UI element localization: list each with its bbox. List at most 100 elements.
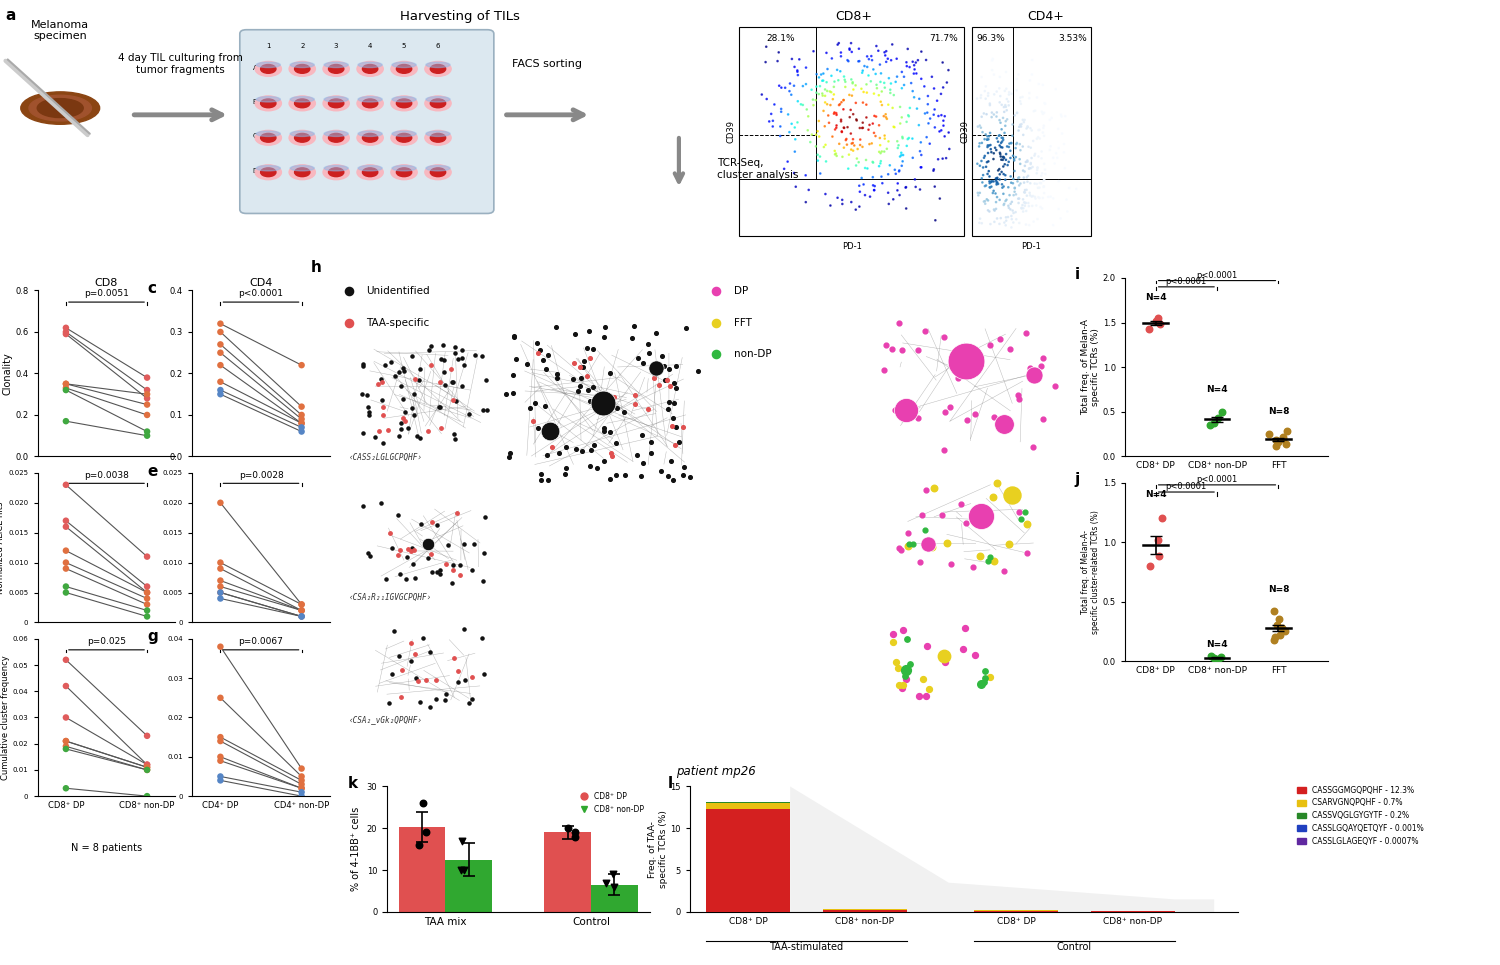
Point: [657, 401, 681, 417]
Point: [804, 67, 828, 82]
Point: [209, 769, 232, 785]
Point: [974, 663, 998, 678]
Point: [978, 179, 1002, 195]
Point: [994, 213, 1018, 229]
Point: [840, 44, 864, 60]
Point: [54, 413, 78, 428]
Point: [830, 114, 854, 129]
Point: [758, 114, 782, 129]
Text: k: k: [348, 777, 357, 791]
Point: [518, 400, 542, 415]
Point: [900, 131, 924, 147]
Point: [135, 759, 159, 775]
Point: [765, 53, 789, 69]
Point: [1019, 360, 1042, 375]
Point: [831, 149, 855, 164]
Point: [884, 166, 908, 181]
Point: [1005, 174, 1029, 189]
Point: [982, 146, 1006, 161]
Point: [654, 372, 678, 388]
Point: [1026, 129, 1050, 145]
Point: [847, 178, 871, 193]
Point: [1028, 190, 1051, 206]
Point: [978, 125, 1002, 141]
Point: [1263, 632, 1287, 648]
Point: [978, 174, 1002, 189]
Point: [790, 78, 814, 94]
Point: [568, 360, 592, 375]
Text: a: a: [6, 8, 16, 23]
Point: [503, 328, 526, 344]
Point: [956, 412, 980, 427]
Point: [460, 669, 484, 684]
Text: 96.3%: 96.3%: [976, 34, 1005, 42]
Point: [546, 367, 570, 382]
Point: [1017, 160, 1041, 176]
Point: [393, 413, 417, 428]
Point: [968, 211, 992, 227]
Point: [945, 371, 969, 386]
Ellipse shape: [396, 65, 411, 73]
Point: [1019, 121, 1042, 136]
Point: [996, 97, 1020, 113]
Point: [1024, 177, 1048, 192]
Point: [420, 565, 444, 580]
Point: [1032, 121, 1056, 136]
Point: [822, 105, 846, 121]
Point: [1002, 152, 1026, 167]
Ellipse shape: [363, 133, 378, 142]
Point: [861, 178, 885, 193]
Ellipse shape: [328, 133, 344, 142]
Point: [562, 355, 586, 371]
Point: [855, 59, 879, 74]
Ellipse shape: [255, 130, 282, 146]
Point: [984, 84, 1008, 99]
Point: [822, 143, 846, 158]
Point: [528, 342, 552, 357]
Point: [411, 795, 435, 811]
Point: [998, 187, 1022, 203]
Point: [831, 101, 855, 117]
Point: [427, 563, 451, 578]
Text: p<0.0001: p<0.0001: [238, 289, 284, 298]
Point: [966, 187, 990, 203]
Point: [998, 85, 1022, 100]
Point: [209, 345, 232, 361]
Ellipse shape: [430, 168, 445, 177]
Point: [807, 69, 831, 85]
Point: [374, 357, 398, 372]
Point: [861, 154, 885, 170]
Point: [891, 153, 915, 169]
Point: [598, 366, 622, 381]
Point: [853, 160, 877, 176]
Point: [209, 374, 232, 390]
Point: [867, 144, 891, 159]
Point: [827, 36, 850, 51]
Point: [768, 119, 792, 134]
Point: [868, 137, 892, 152]
Point: [399, 636, 423, 651]
Point: [770, 80, 794, 96]
Point: [886, 164, 910, 179]
Point: [592, 421, 616, 436]
Point: [862, 182, 886, 198]
Point: [598, 445, 622, 460]
Point: [1040, 110, 1064, 125]
Point: [978, 137, 1002, 152]
Point: [856, 51, 880, 67]
Point: [994, 152, 1018, 168]
Point: [993, 118, 1017, 133]
Point: [351, 426, 375, 441]
Point: [986, 163, 1010, 179]
Point: [933, 404, 957, 420]
Point: [1038, 189, 1062, 205]
Point: [812, 139, 836, 154]
Point: [833, 72, 856, 88]
Point: [786, 115, 810, 130]
Point: [1030, 166, 1054, 181]
Point: [632, 355, 656, 371]
Point: [427, 400, 451, 415]
Point: [862, 86, 886, 101]
Point: [402, 387, 426, 402]
Point: [1020, 52, 1044, 68]
